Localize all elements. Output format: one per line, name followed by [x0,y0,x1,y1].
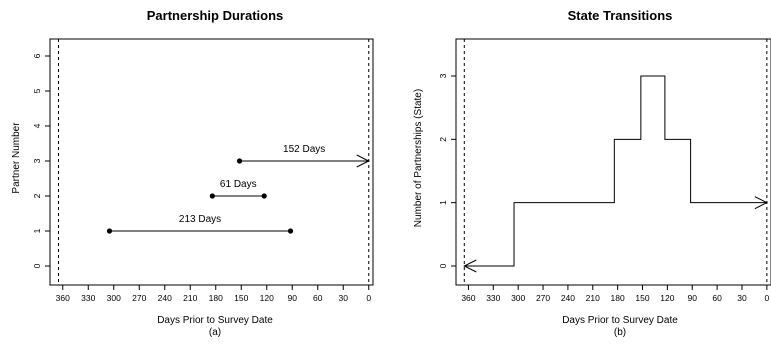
x-tick-label: 300 [511,293,525,303]
y-tick-label: 1 [32,228,42,233]
plot-frame [49,38,374,286]
y-tick-label: 3 [438,73,448,78]
y-tick-label: 1 [438,200,448,205]
panel-a-caption: (a) [209,327,221,338]
y-tick-label: 3 [32,158,42,163]
x-tick-label: 210 [586,293,600,303]
panel-b-ylabel: Number of Partnerships (State) [413,89,424,227]
duration-label: 61 Days [220,179,257,190]
panel-a-xlabel: Days Prior to Survey Date [157,315,273,326]
x-tick-label: 330 [81,293,95,303]
y-tick-label: 0 [32,263,42,268]
partnership-start-point [236,158,243,164]
plot-frame [455,38,771,286]
x-tick-label: 90 [288,293,298,303]
x-tick-label: 330 [486,293,500,303]
x-tick-label: 60 [313,293,323,303]
x-tick-label: 360 [461,293,475,303]
partnership-start-point [209,193,215,199]
partnership-arrow [356,154,370,168]
panel-a: Partnership Durations Days Prior to Surv… [11,8,374,338]
x-tick-label: 360 [56,293,70,303]
x-tick-label: 90 [688,293,698,303]
x-tick-label: 180 [209,293,223,303]
panel-a-title: Partnership Durations [147,8,284,23]
panel-b-title: State Transitions [568,8,673,23]
y-tick-label: 2 [438,137,448,142]
x-tick-label: 300 [107,293,121,303]
duration-label: 213 Days [179,214,221,225]
panel-a-ylabel: Partner Number [11,122,22,194]
panel-b-xlabel: Days Prior to Survey Date [562,315,678,326]
panel-b: State Transitions Days Prior to Survey D… [413,8,771,338]
x-tick-label: 210 [183,293,197,303]
x-tick-label: 180 [611,293,625,303]
panel-b-caption: (b) [614,327,626,338]
x-tick-label: 0 [366,293,371,303]
state-start-arrow [463,259,477,273]
x-tick-label: 150 [234,293,248,303]
x-tick-label: 270 [132,293,146,303]
y-tick-label: 2 [32,193,42,198]
x-tick-label: 30 [737,293,747,303]
x-tick-label: 240 [561,293,575,303]
x-tick-label: 120 [660,293,674,303]
partnership-end-point [287,228,294,234]
x-tick-label: 240 [158,293,172,303]
partnership-start-point [106,228,113,234]
x-tick-label: 60 [712,293,722,303]
x-tick-label: 150 [635,293,649,303]
x-tick-label: 0 [764,293,769,303]
x-tick-label: 120 [260,293,274,303]
x-tick-label: 270 [536,293,550,303]
y-tick-label: 0 [438,263,448,268]
x-tick-label: 30 [339,293,349,303]
y-tick-label: 6 [32,53,42,58]
duration-label: 152 Days [283,144,325,155]
partnership-end-point [261,193,267,199]
y-tick-label: 4 [32,123,42,128]
y-tick-label: 5 [32,88,42,93]
state-end-arrow [754,196,768,210]
state-step-line [464,75,767,267]
